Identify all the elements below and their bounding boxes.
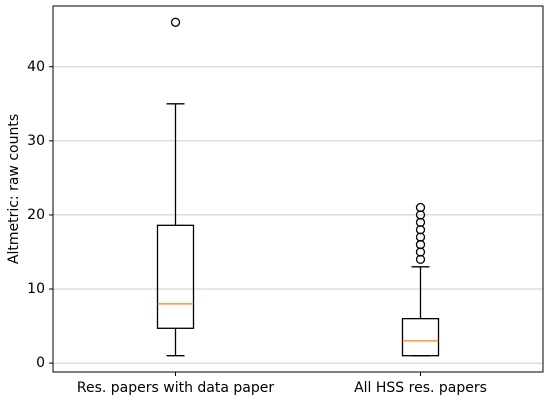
flier <box>170 17 181 27</box>
flier <box>415 202 426 213</box>
y-tick-label: 10 <box>27 281 45 297</box>
plot-frame <box>52 5 544 373</box>
y-tick-label: 30 <box>27 133 45 149</box>
y-tick-label: 40 <box>27 59 45 75</box>
x-tick-label: All HSS res. papers <box>354 380 487 396</box>
y-axis-label: Altmetric: raw counts <box>6 114 22 264</box>
y-tick-label: 0 <box>36 355 45 371</box>
box <box>156 224 195 329</box>
box <box>401 318 440 357</box>
y-tick-label: 20 <box>27 207 45 223</box>
x-tick-label: Res. papers with data paper <box>77 380 274 396</box>
